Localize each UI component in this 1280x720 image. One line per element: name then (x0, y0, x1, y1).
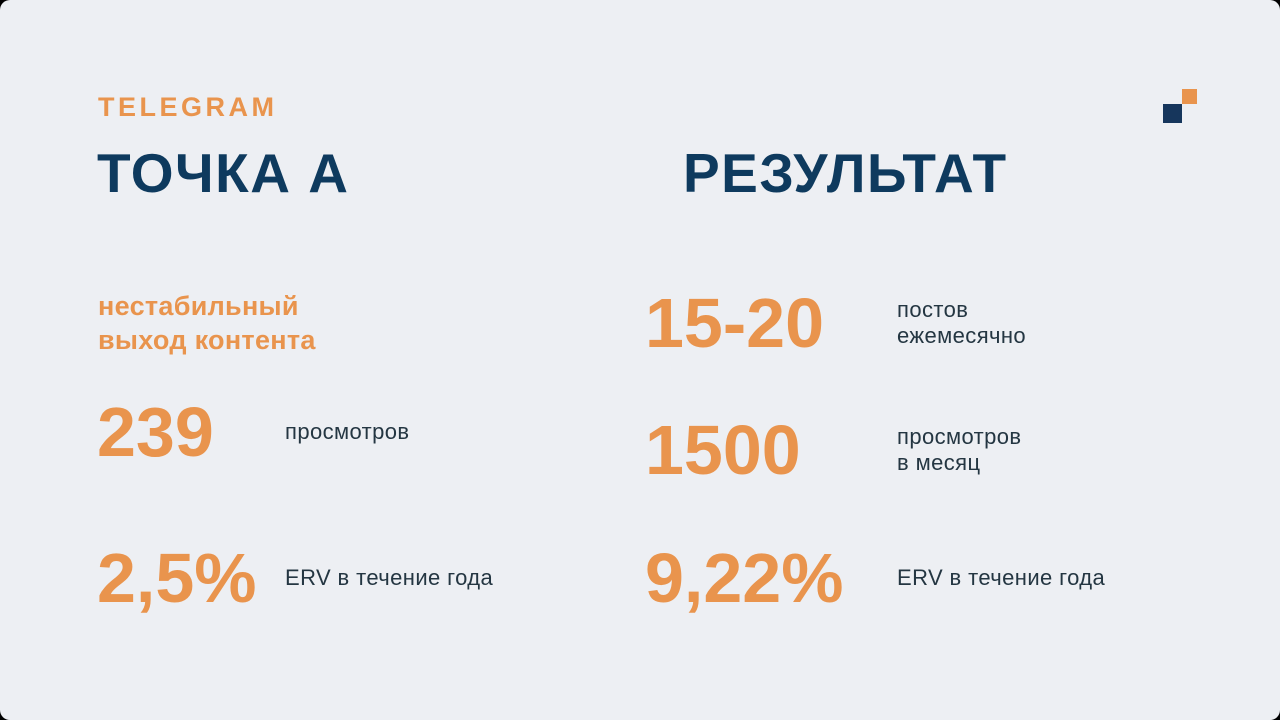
stat-label: просмотров в месяц (897, 424, 1022, 476)
stat-value: 15-20 (645, 284, 825, 362)
stat-label-line: в месяц (897, 450, 981, 475)
brand-logo (1163, 89, 1197, 123)
stat-label-line: постов (897, 297, 969, 322)
logo-orange-square-icon (1182, 89, 1197, 104)
stat-posts-monthly: 15-20 постов ежемесячно (645, 288, 1026, 358)
note-unstable-content: нестабильный выход контента (98, 289, 316, 357)
column-title-result: РЕЗУЛЬТАТ (683, 142, 1008, 204)
stat-value: 9,22% (645, 539, 844, 617)
stat-label-line: просмотров (897, 424, 1022, 449)
stat-label: ERV в течение года (897, 565, 1105, 591)
stat-value: 1500 (645, 411, 801, 489)
column-title-point-a: ТОЧКА А (97, 142, 350, 204)
stat-views-monthly: 1500 просмотров в месяц (645, 415, 1022, 485)
stat-label: ERV в течение года (285, 565, 493, 591)
stat-value: 239 (97, 393, 214, 471)
stat-erv-after: 9,22% ERV в течение года (645, 543, 1105, 613)
eyebrow-label: TELEGRAM (98, 92, 278, 122)
note-line-1: нестабильный (98, 291, 299, 321)
stat-label: просмотров (285, 419, 410, 445)
stat-label: постов ежемесячно (897, 297, 1026, 349)
stat-label-line: просмотров (285, 419, 410, 444)
stat-erv-before: 2,5% ERV в течение года (97, 543, 493, 613)
note-line-2: выход контента (98, 325, 316, 355)
logo-navy-square-icon (1163, 104, 1182, 123)
stat-views-before: 239 просмотров (97, 397, 410, 467)
stat-value: 2,5% (97, 539, 257, 617)
stat-label-line: ERV в течение года (897, 565, 1106, 590)
stat-label-line: ежемесячно (897, 323, 1027, 348)
stat-label-line: ERV в течение года (285, 565, 494, 590)
